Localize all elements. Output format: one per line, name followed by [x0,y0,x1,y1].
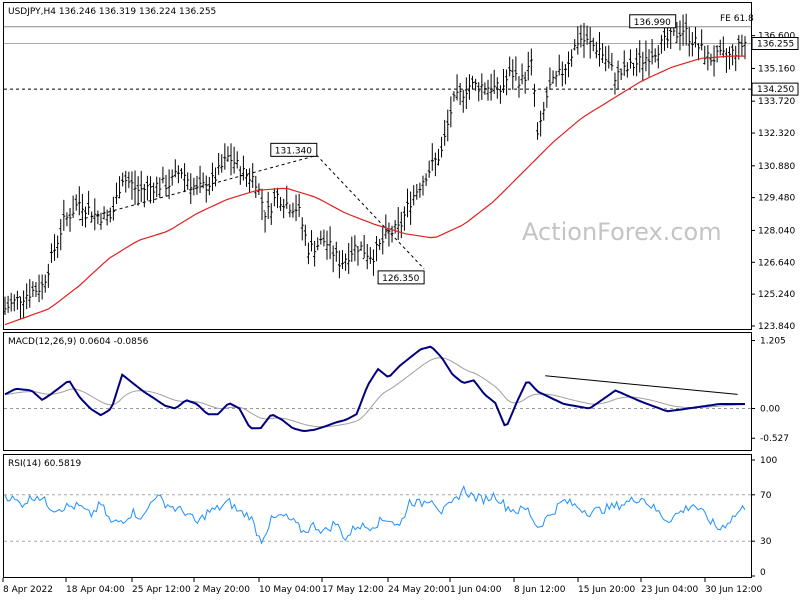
price-y-label: 123.840 [758,322,795,332]
rsi-y-label: 100 [760,456,777,466]
price-y-label: 128.040 [758,226,795,236]
rsi-y-label: 70 [760,491,772,501]
rsi-line [4,485,746,545]
macd-y-label: 1.205 [760,337,786,347]
rsi-panel-frame [3,454,752,578]
annotation-box [377,270,425,285]
x-tick-label: 25 Apr 12:00 [132,585,191,595]
x-tick-label: 18 Apr 04:00 [66,585,125,595]
price-y-axis: 136.600 135.160 133.720 132.320 130.880 129.4… [751,32,795,332]
price-y-label: 133.720 [758,97,795,107]
macd-panel-frame [3,332,752,451]
macd-panel-title: MACD(12,26,9) 0.0604 -0.0856 [8,337,149,347]
price-y-label: 132.320 [758,129,795,139]
price-annotations: 131.340 126.350 136.990 [78,14,677,285]
price-y-label: 129.480 [758,194,795,204]
x-axis: 8 Apr 2022 18 Apr 04:00 25 Apr 12:00 2 May … [2,578,762,595]
x-tick-label: 8 Apr 2022 [3,585,53,595]
price-bars [3,13,747,320]
price-y-label: 125.240 [758,290,795,300]
x-tick-label: 24 May 20:00 [388,585,450,595]
x-tick-label: 17 May 12:00 [322,585,384,595]
fib-label: FE 61.8 [720,14,754,24]
annotation-box [629,14,677,29]
macd-y-label: 0.00 [760,405,780,415]
x-tick-label: 30 Jun 12:00 [705,585,762,595]
price-y-label: 130.880 [758,162,795,172]
x-tick-label: 2 May 20:00 [194,585,250,595]
price-panel-title: USDJPY,H4 136.246 136.319 136.224 136.25… [8,7,216,17]
price-y-label: 136.600 [758,32,795,42]
level-price-tag: 134.250 [751,82,799,96]
rsi-y-label: 30 [760,537,772,547]
macd-line [4,345,745,433]
macd-signal-line [4,357,746,428]
zigzag-line [78,154,425,270]
rsi-y-label: 0 [760,568,766,578]
price-y-label: 126.640 [758,258,795,268]
last-price-tag: 136.255 [751,37,799,51]
last-price-label: 136.255 [757,40,794,50]
price-annotation: 136.990 [634,18,671,28]
x-tick-label: 1 Jun 04:00 [450,585,502,595]
x-tick-label: 23 Jun 04:00 [641,585,698,595]
price-annotation: 126.350 [382,274,419,284]
x-tick-label: 8 Jun 12:00 [514,585,566,595]
price-annotation: 131.340 [275,146,312,156]
macd-y-label: -0.527 [760,434,789,444]
macd-trend-line [545,375,738,395]
moving-average-line [4,55,745,326]
x-tick-label: 10 May 04:00 [259,585,321,595]
rsi-panel-title: RSI(14) 60.5819 [8,459,81,469]
price-y-label: 135.160 [758,64,795,74]
x-tick-label: 15 Jun 20:00 [578,585,635,595]
rsi-levels [4,494,751,542]
level-price-label: 134.250 [757,85,794,95]
annotation-box [270,142,318,157]
watermark-text: ActionForex.com [522,218,722,246]
rsi-y-axis: 100 70 30 0 [751,456,777,578]
macd-y-axis: 1.205 0.00 -0.527 [751,337,789,444]
